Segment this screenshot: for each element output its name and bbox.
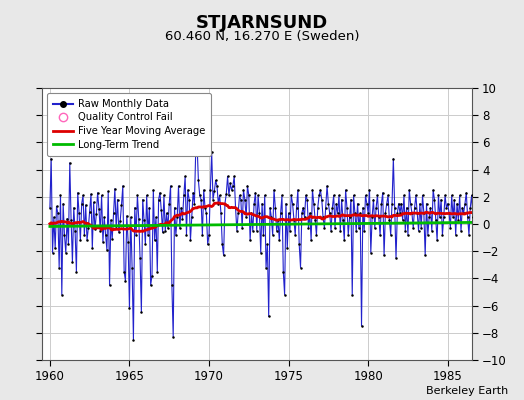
Text: 60.460 N, 16.270 E (Sweden): 60.460 N, 16.270 E (Sweden) xyxy=(165,30,359,43)
Text: STJARNSUND: STJARNSUND xyxy=(196,14,328,32)
Text: Berkeley Earth: Berkeley Earth xyxy=(426,386,508,396)
Legend: Raw Monthly Data, Quality Control Fail, Five Year Moving Average, Long-Term Tren: Raw Monthly Data, Quality Control Fail, … xyxy=(47,93,211,156)
